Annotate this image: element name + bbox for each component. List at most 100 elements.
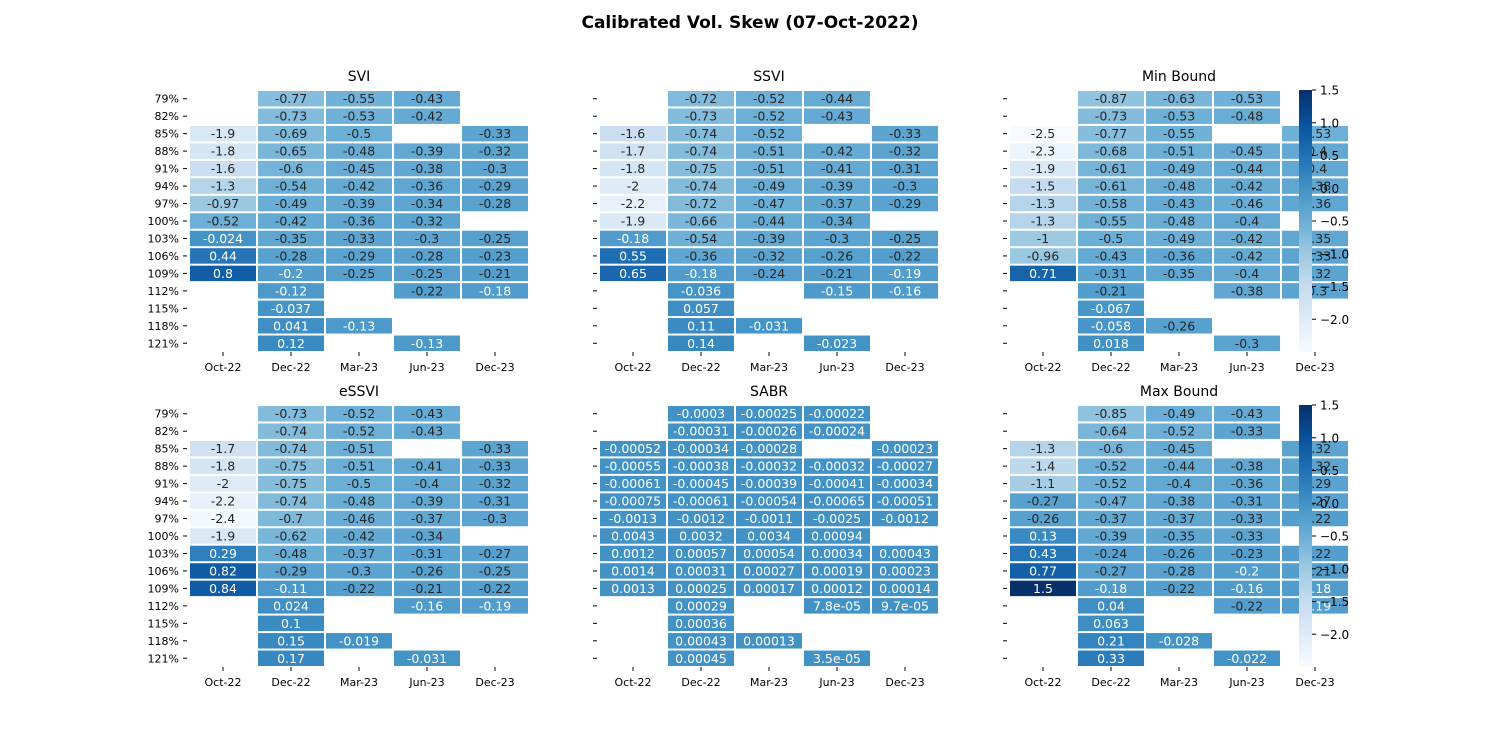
- cell-label: -0.00061: [605, 476, 661, 491]
- cell-label: -0.38: [1163, 494, 1195, 509]
- heatmap-cell: [190, 528, 256, 544]
- y-tick-label: 112%: [148, 285, 179, 298]
- y-tick-label: 103%: [148, 547, 179, 560]
- cell-label: -1.9: [621, 214, 645, 229]
- heatmap-cell: [804, 283, 870, 299]
- cell-label: -0.15: [821, 283, 853, 298]
- cell-label: 0.00013: [743, 633, 795, 648]
- heatmap-cell: [1078, 230, 1144, 247]
- heatmap-cell: [462, 178, 528, 194]
- heatmap-cell: [1010, 440, 1076, 457]
- cell-label: -0.29: [479, 179, 511, 194]
- x-tick-label: Jun-23: [408, 676, 444, 689]
- cell-label: -0.11: [275, 581, 307, 596]
- cell-label: 0.11: [687, 318, 715, 333]
- cell-label: -0.29: [889, 196, 921, 211]
- cell-label: -0.22: [343, 581, 375, 596]
- cell-label: -0.48: [1163, 179, 1195, 194]
- cell-label: -0.44: [753, 214, 785, 229]
- heatmap-cell: [326, 510, 392, 527]
- heatmap-cell: [736, 580, 802, 597]
- heatmap-cell: [668, 650, 734, 666]
- cell-label: -0.0012: [677, 511, 725, 526]
- heatmap-cell: [326, 493, 392, 509]
- cell-label: -1.3: [1031, 214, 1055, 229]
- heatmap-cell: [804, 160, 870, 177]
- cell-label: -0.037: [271, 301, 311, 316]
- heatmap-cell: [1146, 248, 1212, 264]
- cell-label: -0.00039: [741, 476, 797, 491]
- cell-label: -0.47: [753, 196, 785, 211]
- heatmap-cell: [1282, 178, 1348, 194]
- heatmap-cell: [1078, 598, 1144, 614]
- cell-label: -0.4: [415, 476, 439, 491]
- cell-label: -0.00034: [877, 476, 933, 491]
- colorbar-tick-label: −1.0: [1320, 247, 1349, 261]
- heatmap-cell: [872, 265, 938, 282]
- cell-label: -0.42: [1231, 179, 1263, 194]
- y-tick-label: 118%: [148, 320, 179, 333]
- cell-label: -0.26: [1163, 546, 1195, 561]
- heatmap-cell: [1146, 528, 1212, 544]
- heatmap-cell: [1282, 580, 1348, 597]
- cell-label: -0.49: [275, 196, 307, 211]
- cell-label: -0.00034: [673, 441, 729, 456]
- x-tick-label: Dec-22: [681, 361, 720, 374]
- heatmap-cell: [1146, 563, 1212, 579]
- cell-label: -2: [627, 179, 639, 194]
- cell-label: -0.42: [821, 144, 853, 159]
- heatmap-cell: [326, 91, 392, 107]
- cell-label: -0.27: [1095, 563, 1127, 578]
- heatmap-cell: [1214, 406, 1280, 422]
- cell-label: -0.36: [411, 179, 443, 194]
- heatmap-panel-min-bound: Min Bound -0.87 -0.63 -0.53 -0.73 -0.53 -0.48 -…: [1003, 69, 1348, 374]
- cell-label: -0.21: [411, 581, 443, 596]
- heatmap-panel-svi: SVI -0.77 -0.55 -0.43 -0.73 -0.53 -0.42 -1.9 -0.…: [148, 69, 528, 374]
- heatmap-panel-ssvi: SSVI -0.72 -0.52 -0.44 -0.73 -0.52 -0.43 -1.6 -0…: [593, 69, 938, 374]
- cell-label: -0.97: [207, 196, 239, 211]
- heatmap-cell: [1078, 300, 1144, 317]
- cell-label: -0.48: [1231, 109, 1263, 124]
- heatmap-cell: [804, 650, 870, 666]
- cell-label: -0.31: [479, 494, 511, 509]
- cell-label: -0.52: [343, 406, 375, 421]
- cell-label: -0.42: [411, 109, 443, 124]
- cell-label: -0.34: [411, 196, 443, 211]
- x-tick-label: Dec-22: [271, 361, 310, 374]
- heatmap-cell: [394, 423, 460, 439]
- cell-label: -0.45: [1163, 441, 1195, 456]
- heatmap-cell: [1214, 545, 1280, 562]
- x-tick-label: Dec-22: [681, 676, 720, 689]
- heatmap-cell: [668, 125, 734, 142]
- cell-label: 0.00034: [811, 546, 863, 561]
- heatmap-cell: [462, 545, 528, 562]
- heatmap-cell: [872, 563, 938, 579]
- cell-label: -0.19: [889, 266, 921, 281]
- cell-label: 9.7e-05: [881, 598, 929, 613]
- cell-label: 0.17: [277, 651, 305, 666]
- heatmap-cell: [258, 195, 324, 212]
- heatmap-cell: [190, 510, 256, 527]
- heatmap-cell: [736, 458, 802, 474]
- y-tick-label: 115%: [148, 617, 179, 630]
- heatmap-cell: [258, 615, 324, 632]
- heatmap-cell: [1282, 545, 1348, 562]
- x-tick-label: Dec-23: [475, 676, 514, 689]
- cell-label: 0.00045: [675, 651, 727, 666]
- heatmap-cell: [394, 195, 460, 212]
- heatmap-cell: [1010, 475, 1076, 492]
- cell-label: -0.39: [821, 179, 853, 194]
- heatmap-cell: [1282, 160, 1348, 177]
- cell-label: -0.52: [343, 424, 375, 439]
- cell-label: 0.00031: [675, 563, 727, 578]
- cell-label: -0.61: [1095, 179, 1127, 194]
- heatmap-cell: [258, 545, 324, 562]
- cell-label: -1.1: [1031, 476, 1055, 491]
- heatmap-cell: [258, 108, 324, 124]
- heatmap-cell: [1010, 493, 1076, 509]
- x-tick-label: Dec-23: [885, 361, 924, 374]
- cell-label: 0.0043: [611, 529, 655, 544]
- cell-label: -0.75: [275, 459, 307, 474]
- heatmap-cell: [804, 108, 870, 124]
- heatmap-cell: [804, 143, 870, 159]
